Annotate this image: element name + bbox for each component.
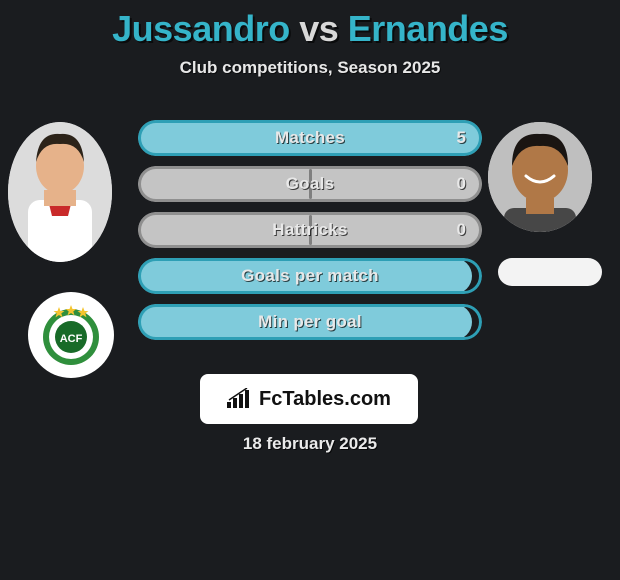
stat-value: 0 xyxy=(457,166,466,202)
player-b-club-badge xyxy=(498,258,602,286)
stat-label: Matches xyxy=(138,120,482,156)
stat-label: Min per goal xyxy=(138,304,482,340)
stat-bar: Goals per match xyxy=(138,258,482,294)
avatar-illustration xyxy=(488,122,592,232)
stat-label: Goals xyxy=(138,166,482,202)
bar-chart-icon xyxy=(227,388,253,410)
logo-text: FcTables.com xyxy=(259,388,391,411)
stat-bar: Matches5 xyxy=(138,120,482,156)
vs-separator: vs xyxy=(299,8,338,49)
page-title: Jussandro vs Ernandes xyxy=(0,0,620,50)
stat-value: 0 xyxy=(457,212,466,248)
stat-bar: Hattricks0 xyxy=(138,212,482,248)
player-b-name: Ernandes xyxy=(348,8,508,49)
player-a-avatar xyxy=(8,122,112,262)
generated-date: 18 february 2025 xyxy=(0,434,620,454)
stats-bars: Matches5Goals0Hattricks0Goals per matchM… xyxy=(138,120,482,350)
stat-bar: Goals0 xyxy=(138,166,482,202)
stat-value: 5 xyxy=(457,120,466,156)
subtitle: Club competitions, Season 2025 xyxy=(0,58,620,78)
stat-label: Goals per match xyxy=(138,258,482,294)
stat-label: Hattricks xyxy=(138,212,482,248)
fctables-logo: FcTables.com xyxy=(200,374,418,424)
player-a-club-badge: ACF xyxy=(28,292,114,378)
club-badge-icon: ACF xyxy=(39,303,103,367)
svg-text:ACF: ACF xyxy=(60,333,83,345)
avatar-illustration xyxy=(8,122,112,262)
comparison-card: Jussandro vs Ernandes Club competitions,… xyxy=(0,0,620,580)
player-b-avatar xyxy=(488,122,592,232)
stat-bar: Min per goal xyxy=(138,304,482,340)
player-a-name: Jussandro xyxy=(112,8,290,49)
